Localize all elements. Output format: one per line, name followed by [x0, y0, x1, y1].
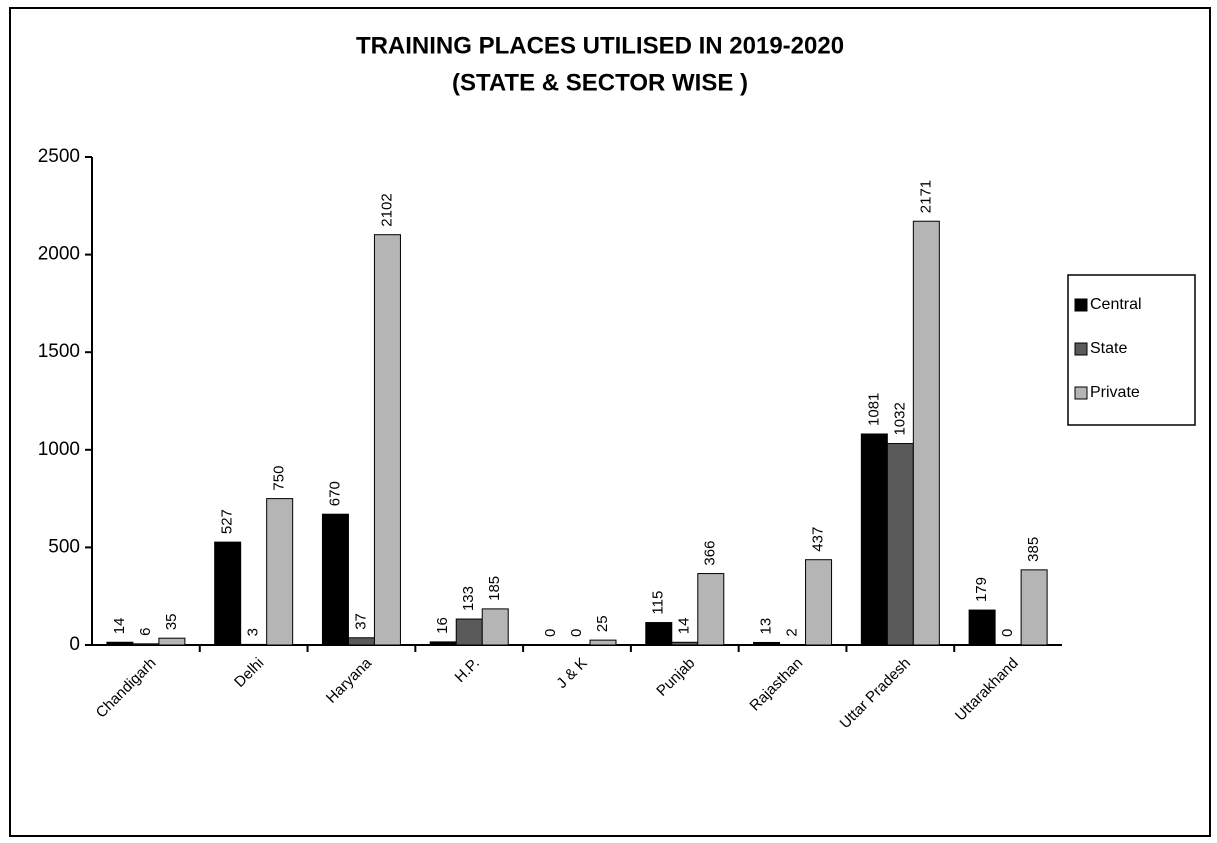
- data-label: 6: [137, 627, 154, 635]
- bar: [645, 622, 673, 646]
- data-label: 527: [219, 509, 236, 534]
- legend-box: [1067, 274, 1196, 426]
- chart-subtitle: (STATE & SECTOR WISE ): [452, 69, 748, 96]
- bar: [373, 234, 401, 646]
- data-label: 25: [594, 615, 611, 632]
- x-tick-label: Uttar Pradesh: [837, 655, 914, 732]
- x-tick-label: Chandigarh: [93, 655, 160, 722]
- data-label: 0: [542, 629, 559, 637]
- data-label: 0: [999, 629, 1016, 637]
- data-label: 670: [326, 481, 343, 506]
- bar: [753, 641, 781, 646]
- x-tick-label: Uttarakhand: [952, 655, 1022, 725]
- data-label: 366: [702, 541, 719, 566]
- x-tick-label: Delhi: [231, 655, 267, 691]
- x-tick-label: Rajasthan: [746, 655, 806, 715]
- bar: [589, 639, 617, 646]
- bar: [429, 641, 457, 646]
- data-label: 14: [676, 618, 693, 635]
- data-label: 1081: [865, 393, 882, 426]
- legend-swatch: [1074, 298, 1088, 312]
- data-label: 13: [758, 618, 775, 635]
- chart-title: TRAINING PLACES UTILISED IN 2019-2020: [356, 32, 844, 59]
- data-label: 185: [486, 576, 503, 601]
- bar: [455, 618, 483, 646]
- bar: [106, 641, 134, 646]
- data-label: 115: [650, 591, 667, 615]
- data-label: 0: [568, 629, 585, 637]
- y-tick-label: 0: [69, 634, 80, 655]
- bar: [132, 643, 160, 646]
- legend-label: Central: [1090, 296, 1142, 313]
- data-label: 750: [271, 466, 288, 491]
- bar: [481, 608, 509, 646]
- data-label: 14: [111, 618, 128, 635]
- y-tick-label: 1000: [38, 439, 80, 460]
- chart-border: [9, 7, 1211, 837]
- data-label: 179: [973, 577, 990, 602]
- data-label: 35: [163, 613, 180, 630]
- x-tick-label: Punjab: [653, 655, 698, 700]
- legend-swatch: [1074, 386, 1088, 400]
- bar: [158, 637, 186, 646]
- data-label: 1032: [891, 402, 908, 435]
- y-tick-label: 2000: [38, 244, 80, 265]
- y-tick-label: 2500: [38, 146, 80, 167]
- data-label: 385: [1025, 537, 1042, 562]
- bar: [805, 559, 833, 646]
- x-tick-label: Haryana: [323, 654, 376, 707]
- data-label: 2102: [378, 193, 395, 226]
- data-label: 2171: [917, 180, 934, 213]
- x-tick-label: H.P.: [452, 655, 483, 686]
- bar: [321, 513, 349, 646]
- bar: [912, 220, 940, 646]
- legend-swatch: [1074, 342, 1088, 356]
- bar: [347, 637, 375, 646]
- bar: [240, 643, 268, 646]
- bar: [860, 433, 888, 646]
- data-label: 3: [245, 628, 262, 636]
- legend-label: Private: [1090, 384, 1140, 401]
- bar: [886, 443, 914, 646]
- legend-label: State: [1090, 340, 1127, 357]
- y-tick-label: 1500: [38, 341, 80, 362]
- bar: [214, 541, 242, 646]
- bar: [266, 498, 294, 646]
- data-label: 37: [352, 613, 369, 630]
- bar: [968, 609, 996, 646]
- x-tick-label: J & K: [553, 655, 590, 692]
- data-label: 133: [460, 586, 477, 611]
- bar: [1020, 569, 1048, 646]
- bar: [671, 641, 699, 646]
- bar: [697, 573, 725, 646]
- data-label: 2: [784, 628, 801, 636]
- data-label: 437: [810, 527, 827, 552]
- y-tick-label: 500: [48, 536, 80, 557]
- data-label: 16: [434, 617, 451, 634]
